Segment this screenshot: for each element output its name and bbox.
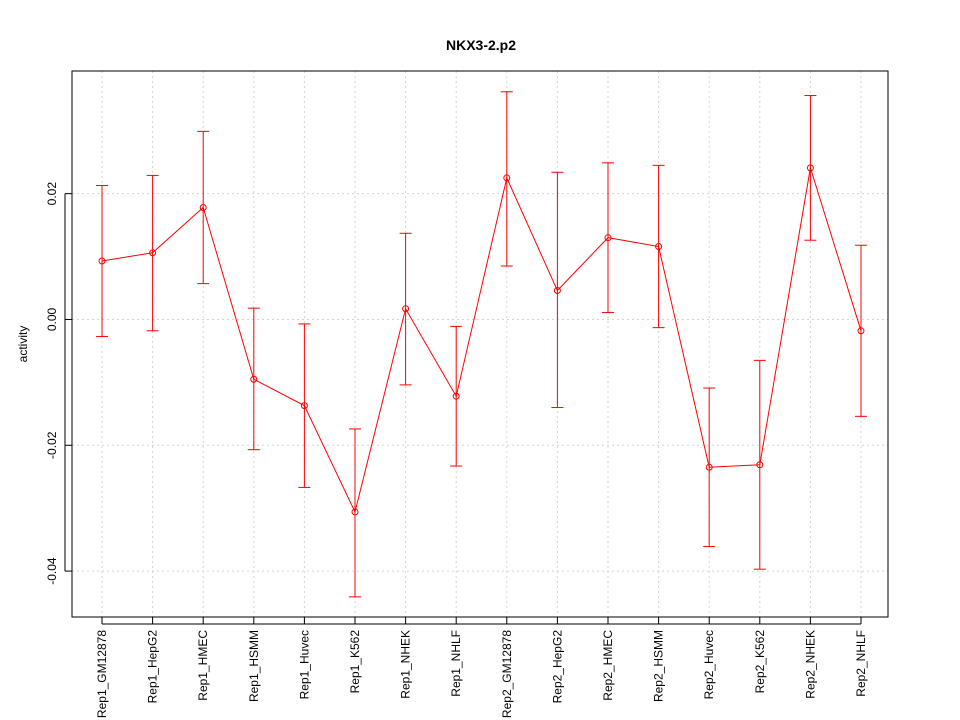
data-point bbox=[806, 164, 814, 172]
data-point bbox=[756, 461, 764, 469]
data-point bbox=[857, 327, 865, 335]
x-tick-label: Rep2_Huvec bbox=[702, 630, 716, 699]
data-point bbox=[553, 287, 561, 295]
data-point bbox=[402, 305, 410, 313]
x-axis: Rep1_GM12878 Rep1_HepG2 Rep1_HMEC Rep1_HSMM… bbox=[95, 617, 868, 718]
x-tick-label: Rep2_NHEK bbox=[803, 630, 817, 699]
y-axis: -0.04 -0.02 0.00 0.02 bbox=[45, 182, 72, 585]
x-tick-label: Rep1_HMEC bbox=[196, 630, 210, 701]
y-tick-label: 0.00 bbox=[45, 307, 59, 331]
data-point bbox=[503, 174, 511, 182]
grid-lines bbox=[72, 71, 888, 617]
y-tick-label: -0.02 bbox=[45, 431, 59, 459]
data-point bbox=[250, 375, 258, 383]
x-tick-label: Rep2_K562 bbox=[753, 630, 767, 694]
data-point bbox=[604, 234, 612, 242]
x-tick-label: Rep2_HMEC bbox=[601, 630, 615, 701]
data-point bbox=[149, 249, 157, 257]
series-line bbox=[101, 167, 862, 514]
x-tick-label: Rep1_NHLF bbox=[449, 630, 463, 697]
data-point bbox=[199, 204, 207, 211]
data-point bbox=[705, 463, 713, 471]
x-tick-label: Rep1_HepG2 bbox=[146, 630, 160, 704]
data-point bbox=[655, 243, 663, 250]
data-point bbox=[351, 508, 359, 516]
y-axis-label: activity bbox=[16, 326, 30, 363]
x-tick-label: Rep2_HepG2 bbox=[550, 630, 564, 704]
x-tick-label: Rep1_NHEK bbox=[399, 630, 413, 699]
x-tick-label: Rep2_HSMM bbox=[652, 630, 666, 702]
y-tick-label: -0.04 bbox=[45, 557, 59, 585]
chart-title: NKX3-2.p2 bbox=[446, 37, 516, 53]
x-tick-label: Rep1_HSMM bbox=[247, 630, 261, 702]
data-point bbox=[300, 402, 308, 410]
x-tick-label: Rep1_Huvec bbox=[297, 630, 311, 699]
plot-frame bbox=[71, 70, 889, 618]
data-point bbox=[452, 392, 460, 400]
x-tick-label: Rep2_NHLF bbox=[854, 630, 868, 697]
x-tick-label: Rep1_GM12878 bbox=[95, 630, 109, 718]
x-tick-label: Rep1_K562 bbox=[348, 630, 362, 694]
x-tick-label: Rep2_GM12878 bbox=[500, 630, 514, 718]
series-activity bbox=[96, 91, 867, 598]
y-tick-label: 0.02 bbox=[45, 182, 59, 206]
data-point bbox=[98, 257, 106, 265]
